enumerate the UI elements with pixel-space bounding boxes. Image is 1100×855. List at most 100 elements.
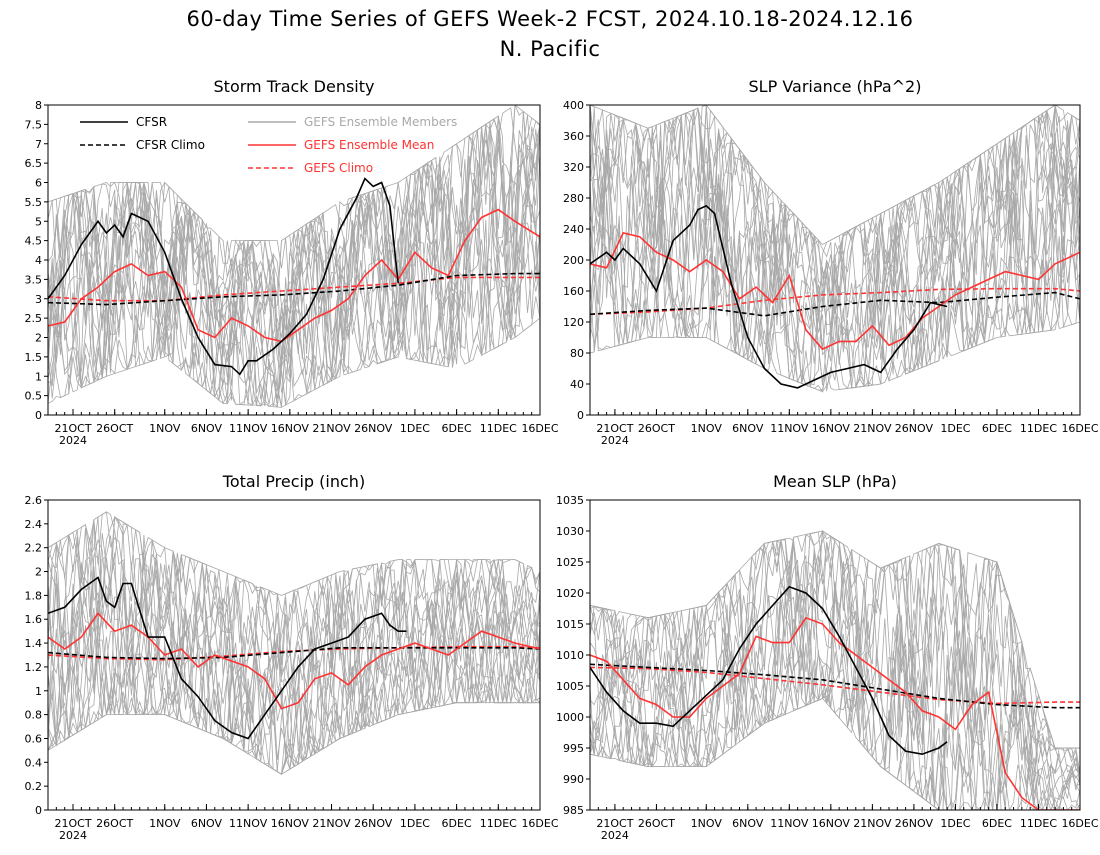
y-tick-label: 160 xyxy=(563,285,584,298)
legend-gefs-climo-label: GEFS Climo xyxy=(304,161,373,175)
x-tick-label: 6NOV xyxy=(732,422,764,435)
y-tick-label: 0.5 xyxy=(25,390,43,403)
ensemble-member-line xyxy=(590,577,1080,810)
y-tick-label: 80 xyxy=(570,347,584,360)
y-axis: 0 0.2 0.4 0.6 0.8 1 1.2 1.4 1.6 1.8 2 2.2 2.4 2.6 xyxy=(25,494,48,817)
y-tick-label: 2.4 xyxy=(25,518,43,531)
x-tick-label: 11DEC xyxy=(1020,422,1057,435)
y-tick-label: 6.5 xyxy=(25,157,43,170)
ensemble-member-line xyxy=(48,516,540,767)
y-tick-label: 2.2 xyxy=(25,542,43,555)
x-tick-label: 1DEC xyxy=(400,817,430,830)
x-tick-label: 26NOV xyxy=(895,422,934,435)
y-tick-label: 0.2 xyxy=(25,780,43,793)
y-tick-label: 990 xyxy=(563,773,584,786)
ensemble-member-line xyxy=(590,105,1080,348)
y-tick-label: 1035 xyxy=(556,494,584,507)
x-tick-label: 16DEC xyxy=(521,817,558,830)
series-cfsr xyxy=(48,576,407,740)
legend-mean-label: GEFS Ensemble Mean xyxy=(304,138,434,152)
x-year-label: 2024 xyxy=(601,829,629,842)
legend-cfsr-label: CFSR xyxy=(136,115,167,129)
plot-area xyxy=(590,105,1080,393)
y-tick-label: 1.6 xyxy=(25,613,43,626)
x-tick-label: 16DEC xyxy=(521,422,558,435)
ensemble-member-line xyxy=(48,170,540,406)
y-tick-label: 3.5 xyxy=(25,273,43,286)
y-tick-label: 40 xyxy=(570,378,584,391)
ensemble-member-line xyxy=(48,558,540,775)
y-tick-label: 6 xyxy=(35,177,42,190)
panel-title: Storm Track Density xyxy=(214,77,375,96)
y-tick-label: 1.5 xyxy=(25,351,43,364)
x-tick-label: 11DEC xyxy=(480,817,517,830)
ensemble-member-line xyxy=(48,156,540,405)
y-tick-label: 280 xyxy=(563,192,584,205)
ensemble-member-line xyxy=(590,177,1080,393)
y-tick-label: 0.6 xyxy=(25,732,43,745)
panel-title: Total Precip (inch) xyxy=(222,472,365,491)
y-tick-label: 7.5 xyxy=(25,118,43,131)
x-axis: 21OCT 26OCT 1NOV 6NOV 11NOV 16NOV 21NOV 26NOV 1D… xyxy=(47,409,559,447)
x-tick-label: 1DEC xyxy=(400,422,430,435)
ensemble-member-line xyxy=(590,116,1080,389)
y-tick-label: 0 xyxy=(35,804,42,817)
x-tick-label: 26NOV xyxy=(895,817,934,830)
ensemble-member-line xyxy=(590,561,1080,810)
x-tick-label: 21OCT xyxy=(54,422,91,435)
y-axis: 0 40 80 120 160 200 240 280 320 360 400 xyxy=(563,99,590,422)
panel-1: Storm Track Density 0 0.5 1 1.5 2 2.5 3 3.5 4 4.5 5… xyxy=(25,77,559,447)
ensemble-member-line xyxy=(590,593,1080,810)
ensemble-member-line xyxy=(590,530,1080,786)
y-tick-label: 2 xyxy=(35,332,42,345)
x-tick-label: 6DEC xyxy=(982,817,1012,830)
y-tick-label: 4 xyxy=(35,254,42,267)
x-tick-label: 26NOV xyxy=(354,422,393,435)
x-tick-label: 21OCT xyxy=(596,817,633,830)
x-tick-label: 11NOV xyxy=(229,422,268,435)
y-tick-label: 1015 xyxy=(556,618,584,631)
ensemble-member-line xyxy=(48,535,540,766)
x-tick-label: 1NOV xyxy=(691,817,723,830)
ensemble-member-line xyxy=(48,583,540,775)
x-tick-label: 16DEC xyxy=(1061,422,1098,435)
panels: Storm Track Density 0 0.5 1 1.5 2 2.5 3 3.5 4 4.5 5… xyxy=(25,77,1099,842)
x-tick-label: 6NOV xyxy=(191,422,223,435)
y-tick-label: 1 xyxy=(35,370,42,383)
x-tick-label: 21OCT xyxy=(596,422,633,435)
y-tick-label: 3 xyxy=(35,293,42,306)
y-tick-label: 2.5 xyxy=(25,312,43,325)
ensemble-member-line xyxy=(48,207,540,407)
y-tick-label: 120 xyxy=(563,316,584,329)
y-tick-label: 1.8 xyxy=(25,589,43,602)
x-tick-label: 1NOV xyxy=(149,817,181,830)
plot-frame xyxy=(47,499,541,811)
y-axis: 0 0.5 1 1.5 2 2.5 3 3.5 4 4.5 5 5.5 6 6.5 7 7.5 8 xyxy=(25,99,48,422)
x-tick-label: 16NOV xyxy=(812,422,851,435)
y-tick-label: 1 xyxy=(35,685,42,698)
ensemble-member-line xyxy=(590,561,1080,810)
x-tick-label: 16NOV xyxy=(812,817,851,830)
x-tick-label: 16NOV xyxy=(271,422,310,435)
x-tick-label: 6NOV xyxy=(732,817,764,830)
x-tick-label: 11DEC xyxy=(480,422,517,435)
y-tick-label: 400 xyxy=(563,99,584,112)
x-tick-label: 6DEC xyxy=(982,422,1012,435)
y-tick-label: 0.8 xyxy=(25,709,43,722)
y-tick-label: 4.5 xyxy=(25,235,43,248)
y-tick-label: 2.6 xyxy=(25,494,43,507)
x-tick-label: 26OCT xyxy=(638,817,675,830)
y-tick-label: 985 xyxy=(563,804,584,817)
ensemble-member-line xyxy=(590,530,1080,774)
y-tick-label: 1030 xyxy=(556,525,584,538)
figure-subtitle: N. Pacific xyxy=(500,37,601,61)
x-tick-label: 21NOV xyxy=(312,817,351,830)
ensemble-member-line xyxy=(48,600,540,765)
panel-3: Total Precip (inch) 0 0.2 0.4 0.6 0.8 1 1.2 1.4 1… xyxy=(25,472,559,842)
ensemble-member-line xyxy=(590,211,1080,390)
y-tick-label: 1025 xyxy=(556,556,584,569)
x-tick-label: 6NOV xyxy=(191,817,223,830)
x-tick-label: 6DEC xyxy=(442,817,472,830)
ensemble-member-line xyxy=(590,537,1080,780)
y-tick-label: 200 xyxy=(563,254,584,267)
